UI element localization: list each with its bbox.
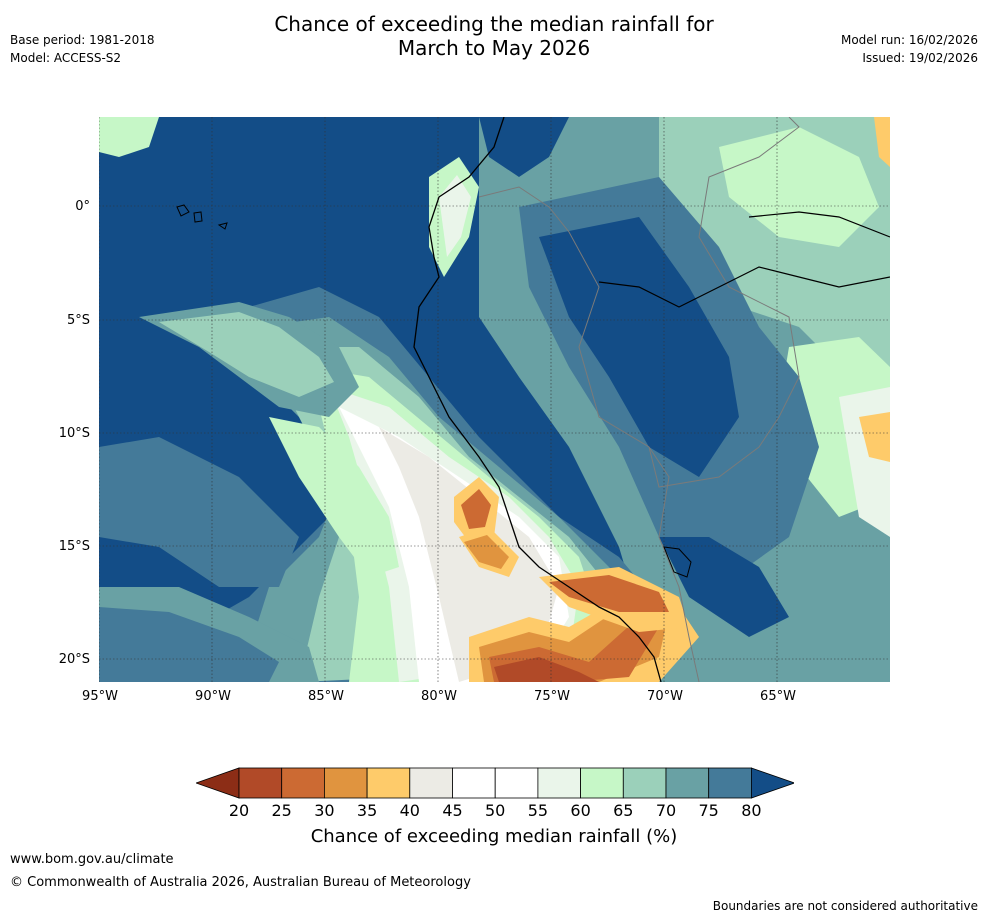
colorbar-box [409,767,453,799]
footer-note: Boundaries are not considered authoritat… [712,899,978,913]
galapagos-island-2 [193,211,203,223]
colorbar-tick-label: 50 [485,801,506,820]
international-border [478,117,800,488]
lon-label-75w: 75°W [534,689,570,704]
colorbar-tick-label: 70 [655,801,677,820]
lon-label-65w: 65°W [760,689,796,704]
lon-label-95w: 95°W [82,689,118,704]
title-line-2: March to May 2026 [397,36,591,60]
colorbar-tick-label: 60 [570,801,591,820]
metadata-left: Base period: 1981-2018 Model: ACCESS-S2 [10,31,155,67]
colorbar-box [665,767,710,799]
model-text: Model: ACCESS-S2 [10,51,122,65]
colorbar-box [537,767,581,799]
colorbar-tick-label: 55 [527,801,549,820]
lake-titicaca [663,546,692,578]
title-line-1: Chance of exceeding the median rainfall … [274,12,714,36]
colorbar-box [366,767,411,799]
colorbar-label: Chance of exceeding median rainfall (%) [310,826,678,847]
lon-label-90w: 90°W [195,689,231,704]
river-north [748,211,890,238]
metadata-right: Model run: 16/02/2026 Issued: 19/02/2026 [841,31,978,67]
colorbar-tick-label: 20 [228,801,250,820]
contour-west-60 [269,417,399,577]
colorbar-tick-label: 30 [314,801,335,820]
colorbar-box [622,767,667,799]
lon-label-80w: 80°W [421,689,457,704]
colorbar-tick-label: 45 [442,801,463,820]
river-amazon [598,266,890,308]
colorbar-segments [196,767,794,799]
contour-dry-25a [494,657,599,682]
contour-dry-30b [549,575,669,612]
contour-dry-35d [464,535,509,569]
galapagos-island-1 [176,204,190,217]
colorbar-box [708,767,752,799]
contour-west-75b [99,437,299,587]
contour-dry-40f [874,117,890,167]
boundaries [176,117,890,682]
colorbar-tick-label: 75 [698,801,719,820]
issued-text: Issued: 19/02/2026 [862,51,978,65]
contour-dry-40e [859,412,890,462]
colorbar-box [580,767,624,799]
rainfall-map [99,117,890,682]
colorbar-tick-label: 25 [271,801,292,820]
coastline [413,117,662,682]
colorbar [196,767,794,799]
contour-west-65 [159,312,334,397]
footer-url: www.bom.gov.au/climate [10,852,174,867]
map-title: Chance of exceeding the median rainfall … [0,12,988,60]
lat-label-5s: 5°S [66,313,90,328]
colorbar-extend-low [196,767,240,799]
rainfall-map-svg [99,117,890,682]
model-run-text: Model run: 16/02/2026 [840,33,978,47]
lon-label-85w: 85°W [308,689,344,704]
colorbar-box [281,767,325,799]
contour-layer [99,117,890,682]
colorbar-box [323,767,368,799]
contour-west-75c [99,607,279,682]
footer-copyright: © Commonwealth of Australia 2026, Austra… [10,875,471,890]
lon-label-70w: 70°W [647,689,683,704]
base-period-text: Base period: 1981-2018 [10,33,155,47]
lat-label-10s: 10°S [58,426,90,441]
international-border-south [648,446,700,682]
lat-label-0: 0° [75,199,90,214]
contour-east-80a [539,217,739,477]
colorbar-tick-label: 35 [356,801,378,820]
contour-east-80c [479,117,569,177]
colorbar-box [452,767,496,799]
colorbar-box [238,767,283,799]
colorbar-extend-high [751,767,794,799]
contour-coast-45 [379,427,559,682]
colorbar-tick-label: 40 [399,801,420,820]
contour-nw-60 [99,117,159,157]
galapagos-island-3 [217,222,228,230]
graticule [99,117,890,682]
colorbar-tick-label: 65 [613,801,634,820]
contour-dry-30c [461,489,491,529]
lat-label-15s: 15°S [58,539,90,554]
lat-label-20s: 20°S [58,652,90,667]
colorbar-tick-label: 80 [741,801,762,820]
colorbar-box [494,767,539,799]
contour-north-55 [439,175,471,257]
